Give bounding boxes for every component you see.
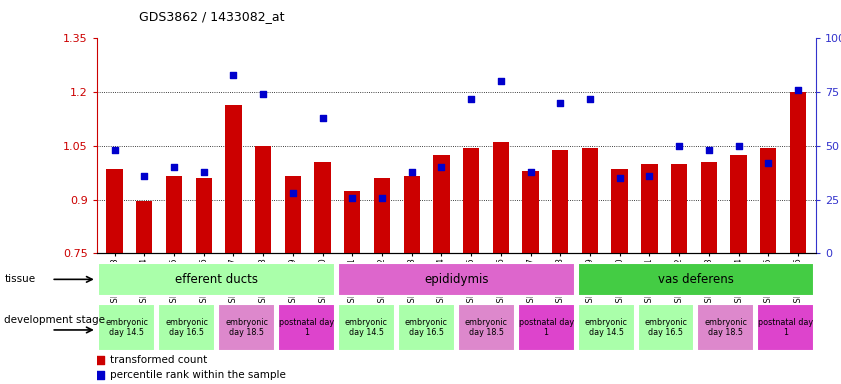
Point (346, 194, 359, 200)
Text: embryonic
day 14.5: embryonic day 14.5 (105, 318, 148, 337)
Bar (611, 169, 628, 253)
Text: embryonic
day 16.5: embryonic day 16.5 (165, 318, 208, 337)
Point (732, 143, 745, 149)
Text: embryonic
day 18.5: embryonic day 18.5 (705, 318, 748, 337)
Point (791, 87, 805, 93)
Bar (760, 148, 776, 253)
Bar (338, 263, 574, 296)
Bar (641, 164, 658, 253)
Bar (225, 105, 241, 253)
Point (643, 173, 656, 179)
Bar (315, 162, 331, 253)
Bar (552, 149, 569, 253)
Bar (578, 303, 634, 351)
Bar (255, 146, 272, 253)
Text: epididymis: epididymis (424, 273, 489, 286)
Bar (218, 303, 275, 351)
Bar (671, 164, 687, 253)
Text: vas deferens: vas deferens (658, 273, 734, 286)
Bar (284, 176, 301, 253)
Bar (158, 303, 215, 351)
Point (227, 72, 241, 78)
Point (435, 164, 448, 170)
Point (482, 180, 495, 187)
Text: embryonic
day 14.5: embryonic day 14.5 (345, 318, 388, 337)
Point (464, 96, 478, 102)
Bar (697, 303, 754, 351)
Bar (790, 92, 807, 253)
Point (524, 169, 537, 175)
Point (494, 78, 507, 84)
Text: percentile rank within the sample: percentile rank within the sample (109, 370, 286, 380)
Point (553, 100, 567, 106)
Point (167, 164, 181, 170)
Bar (373, 178, 390, 253)
Point (138, 173, 151, 179)
Point (316, 115, 330, 121)
Text: GDS3862 / 1433082_at: GDS3862 / 1433082_at (139, 10, 284, 23)
Bar (463, 148, 479, 253)
Text: transformed count: transformed count (109, 355, 207, 365)
Point (405, 169, 419, 175)
Point (672, 143, 685, 149)
Point (583, 96, 596, 102)
Text: embryonic
day 18.5: embryonic day 18.5 (465, 318, 508, 337)
Text: development stage: development stage (4, 314, 105, 324)
Text: embryonic
day 16.5: embryonic day 16.5 (644, 318, 687, 337)
Text: embryonic
day 16.5: embryonic day 16.5 (405, 318, 447, 337)
Point (257, 91, 270, 98)
Text: efferent ducts: efferent ducts (175, 273, 258, 286)
Point (761, 160, 775, 166)
Bar (458, 303, 515, 351)
Bar (433, 155, 450, 253)
Bar (98, 303, 155, 351)
Bar (701, 162, 717, 253)
Bar (106, 169, 123, 253)
Text: postnatal day
1: postnatal day 1 (759, 318, 813, 337)
Bar (518, 303, 574, 351)
Bar (338, 303, 394, 351)
Point (286, 190, 299, 196)
Point (482, 315, 495, 321)
Bar (582, 148, 598, 253)
Bar (637, 303, 695, 351)
Bar (758, 303, 814, 351)
Bar (404, 176, 420, 253)
Bar (344, 191, 361, 253)
Bar (136, 202, 152, 253)
Bar (195, 178, 212, 253)
Point (197, 169, 210, 175)
Bar (278, 303, 335, 351)
Bar (166, 176, 182, 253)
Point (613, 175, 627, 181)
Text: postnatal day
1: postnatal day 1 (279, 318, 334, 337)
Text: embryonic
day 18.5: embryonic day 18.5 (225, 318, 268, 337)
Text: postnatal day
1: postnatal day 1 (519, 318, 574, 337)
Bar (730, 155, 747, 253)
Point (375, 194, 389, 200)
Bar (522, 171, 539, 253)
Bar (493, 142, 509, 253)
Point (702, 147, 716, 153)
Bar (398, 303, 455, 351)
Bar (98, 263, 335, 296)
Bar (578, 263, 814, 296)
Point (108, 147, 121, 153)
Text: tissue: tissue (4, 274, 35, 285)
Text: embryonic
day 14.5: embryonic day 14.5 (584, 318, 627, 337)
